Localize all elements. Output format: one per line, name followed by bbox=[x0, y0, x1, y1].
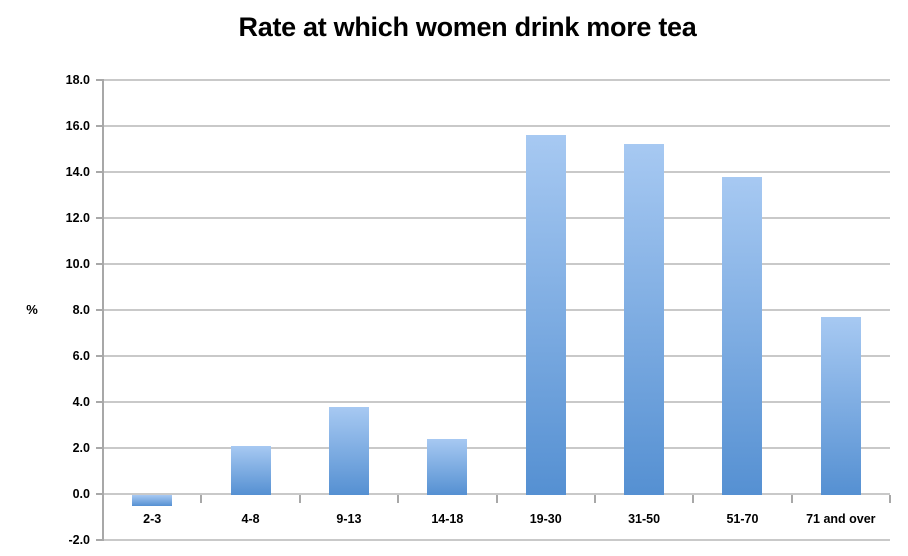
x-axis-tick bbox=[495, 495, 498, 503]
x-axis-tick bbox=[397, 495, 400, 503]
y-axis-tick bbox=[96, 401, 103, 403]
y-axis-tick bbox=[96, 539, 103, 541]
x-tick-label: 14-18 bbox=[431, 512, 464, 526]
x-tick-label: 19-30 bbox=[529, 512, 562, 526]
x-tick-label: 9-13 bbox=[336, 512, 362, 526]
x-tick-label: 71 and over bbox=[806, 512, 876, 526]
x-axis-tick bbox=[692, 495, 695, 503]
gridline bbox=[103, 447, 890, 449]
y-axis-tick bbox=[96, 79, 103, 81]
y-axis-title: % bbox=[26, 302, 38, 317]
gridline bbox=[103, 355, 890, 357]
x-tick-label: 31-50 bbox=[628, 512, 661, 526]
bar-2-3 bbox=[132, 495, 173, 506]
y-tick-label: 16.0 bbox=[65, 119, 90, 133]
bar-51-70 bbox=[722, 176, 763, 495]
y-tick-label: 0.0 bbox=[72, 487, 90, 501]
y-tick-label: 18.0 bbox=[65, 73, 90, 87]
bar-4-8 bbox=[230, 445, 271, 495]
x-tick-label: 4-8 bbox=[241, 512, 260, 526]
y-tick-label: 6.0 bbox=[72, 349, 90, 363]
x-axis-tick bbox=[200, 495, 203, 503]
bar-31-50 bbox=[624, 144, 665, 495]
y-tick-label: 14.0 bbox=[65, 165, 90, 179]
y-axis-line bbox=[102, 79, 104, 541]
y-tick-label: 10.0 bbox=[65, 257, 90, 271]
x-axis-tick bbox=[790, 495, 793, 503]
bar-19-30 bbox=[525, 135, 566, 495]
y-tick-label: 8.0 bbox=[72, 303, 90, 317]
y-tick-label: 2.0 bbox=[72, 441, 90, 455]
x-axis-tick bbox=[102, 495, 104, 503]
x-axis-tick bbox=[298, 495, 301, 503]
y-tick-label: 12.0 bbox=[65, 211, 90, 225]
gridline bbox=[103, 309, 890, 311]
y-axis-tick bbox=[96, 447, 103, 449]
y-axis-tick bbox=[96, 493, 103, 495]
gridline bbox=[103, 79, 890, 81]
x-tick-label: 2-3 bbox=[143, 512, 162, 526]
chart-title: Rate at which women drink more tea bbox=[238, 12, 697, 42]
gridline bbox=[103, 171, 890, 173]
y-axis-tick bbox=[96, 263, 103, 265]
bar-71 and over bbox=[820, 316, 861, 495]
gridline bbox=[103, 539, 890, 541]
x-axis-tick bbox=[889, 495, 891, 503]
y-tick-label: -2.0 bbox=[68, 533, 90, 547]
gridline bbox=[103, 217, 890, 219]
y-axis-tick bbox=[96, 217, 103, 219]
y-axis-tick bbox=[96, 171, 103, 173]
gridline bbox=[103, 125, 890, 127]
y-axis-tick bbox=[96, 125, 103, 127]
gridline bbox=[103, 493, 890, 495]
y-axis-tick bbox=[96, 309, 103, 311]
y-axis-tick bbox=[96, 355, 103, 357]
x-axis-tick bbox=[593, 495, 596, 503]
x-tick-label: 51-70 bbox=[726, 512, 759, 526]
gridline bbox=[103, 401, 890, 403]
bar-9-13 bbox=[328, 406, 369, 495]
y-tick-label: 4.0 bbox=[72, 395, 90, 409]
bar-14-18 bbox=[427, 438, 468, 495]
gridline bbox=[103, 263, 890, 265]
